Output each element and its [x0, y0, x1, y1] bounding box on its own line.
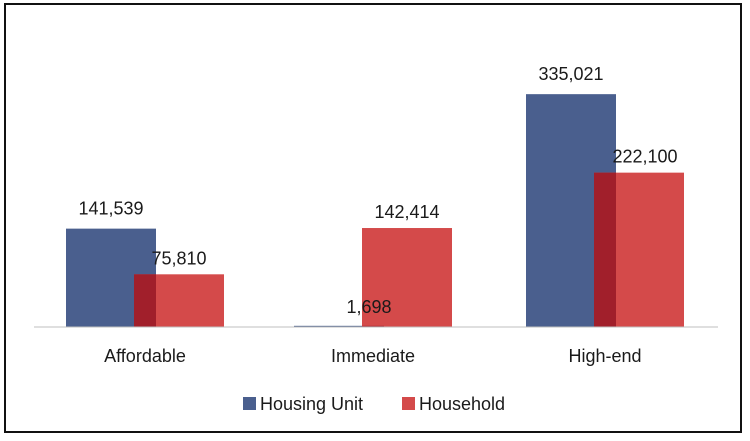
data-label-household-high-end: 222,100: [612, 147, 677, 167]
legend-label-household: Household: [419, 394, 505, 414]
data-label-housing-unit-high-end: 335,021: [538, 64, 603, 84]
bar-household-immediate: [362, 228, 452, 327]
data-label-household-affordable: 75,810: [151, 248, 206, 268]
data-label-housing-unit-immediate: 1,698: [346, 297, 391, 317]
category-label-immediate: Immediate: [331, 346, 415, 366]
bar-housing-unit-immediate: [294, 325, 384, 327]
legend-label-housing-unit: Housing Unit: [260, 394, 363, 414]
bar-overlap-affordable: [134, 274, 156, 327]
category-labels-group: Affordable Immediate High-end: [104, 346, 641, 366]
data-labels-group: 141,539 75,810 1,698 142,414 335,021 222,100: [78, 64, 677, 317]
bar-overlap-high-end: [594, 172, 616, 327]
legend: Housing Unit Household: [243, 394, 505, 414]
bars-group: [66, 94, 684, 328]
bar-overlap-immediate: [362, 325, 384, 327]
legend-swatch-household: [402, 397, 415, 410]
legend-swatch-housing-unit: [243, 397, 256, 410]
data-label-household-immediate: 142,414: [374, 202, 439, 222]
data-label-housing-unit-affordable: 141,539: [78, 199, 143, 219]
category-label-affordable: Affordable: [104, 346, 186, 366]
category-label-high-end: High-end: [568, 346, 641, 366]
